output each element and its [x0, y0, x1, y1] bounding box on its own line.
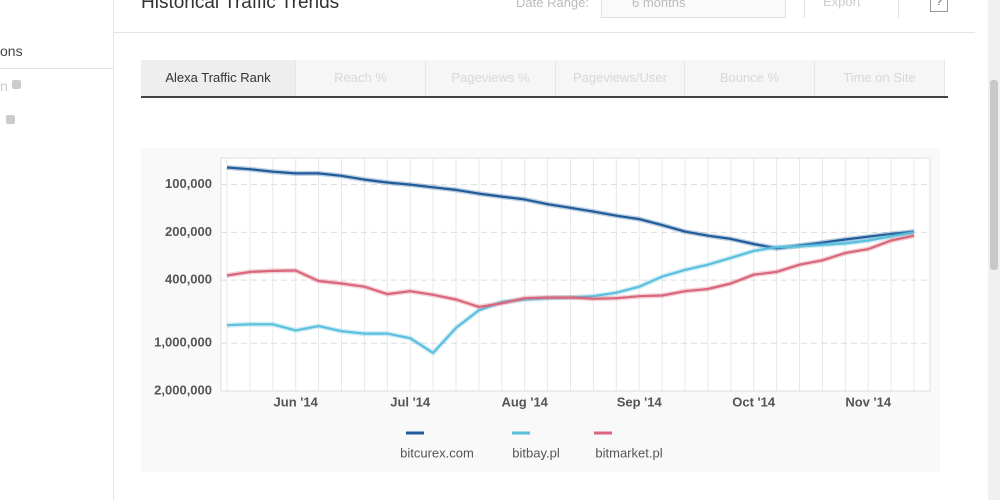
tab[interactable]: Bounce % [685, 60, 815, 96]
plot-area [220, 157, 931, 392]
sidebar-item[interactable]: n [0, 78, 8, 94]
tab-underline [141, 96, 948, 98]
scroll-thumb[interactable] [990, 80, 998, 270]
tab[interactable]: Time on Site [815, 60, 945, 96]
divider [0, 68, 113, 69]
legend-label: bitmarket.pl [595, 445, 662, 460]
series-line [226, 234, 915, 308]
header: Historical Traffic Trends Date Range: 6 … [114, 0, 975, 33]
sidebar: ons n [0, 0, 114, 500]
x-tick-label: Jun '14 [274, 394, 319, 409]
date-range-label: Date Range: [516, 0, 589, 10]
legend-label: bitbay.pl [512, 445, 560, 460]
scrollbar[interactable] [988, 0, 1000, 500]
x-tick-label: Aug '14 [501, 394, 548, 409]
tab[interactable]: Pageviews % [426, 60, 556, 96]
y-tick-label: 400,000 [165, 272, 212, 287]
x-tick-label: Jul '14 [390, 394, 431, 409]
lock-icon [12, 80, 21, 89]
lock-icon [6, 115, 15, 124]
tab[interactable]: Pageviews/User [556, 60, 685, 96]
x-tick-label: Oct '14 [732, 394, 776, 409]
title: Historical Traffic Trends [141, 0, 340, 13]
sidebar-item[interactable]: ons [0, 43, 23, 59]
legend-label: bitcurex.com [400, 445, 474, 460]
y-tick-label: 1,000,000 [154, 335, 212, 350]
date-range-select[interactable]: 6 months [601, 0, 786, 18]
y-tick-label: 2,000,000 [154, 382, 212, 397]
y-tick-label: 200,000 [165, 224, 212, 239]
y-tick-label: 100,000 [165, 176, 212, 191]
x-tick-label: Nov '14 [845, 394, 891, 409]
x-tick-label: Sep '14 [617, 394, 663, 409]
tab[interactable]: Reach % [296, 60, 426, 96]
export-button[interactable]: Export [804, 0, 899, 18]
tab[interactable]: Alexa Traffic Rank [141, 60, 296, 96]
help-button[interactable]: ? [930, 0, 948, 12]
